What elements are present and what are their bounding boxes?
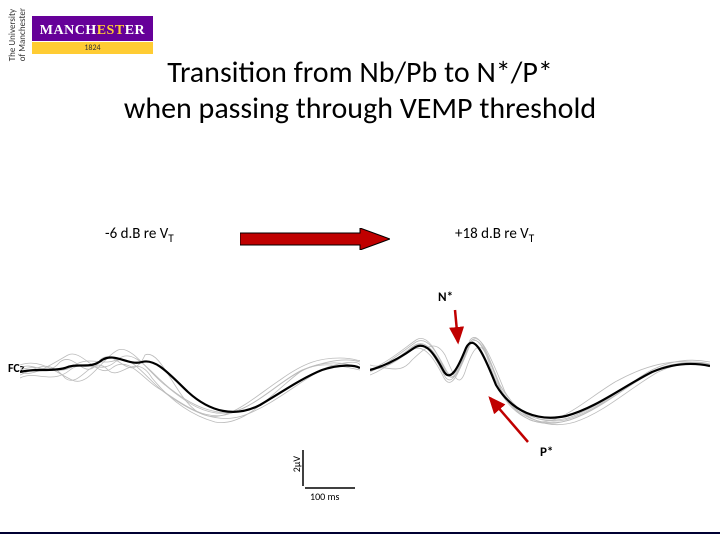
scale-bars <box>0 0 720 540</box>
scale-x-label: 100 ms <box>310 490 339 503</box>
bottom-accent-line <box>0 532 720 534</box>
scale-y-label: 2µV <box>290 456 303 472</box>
slide: The University of Manchester MANCHESTER … <box>0 0 720 540</box>
